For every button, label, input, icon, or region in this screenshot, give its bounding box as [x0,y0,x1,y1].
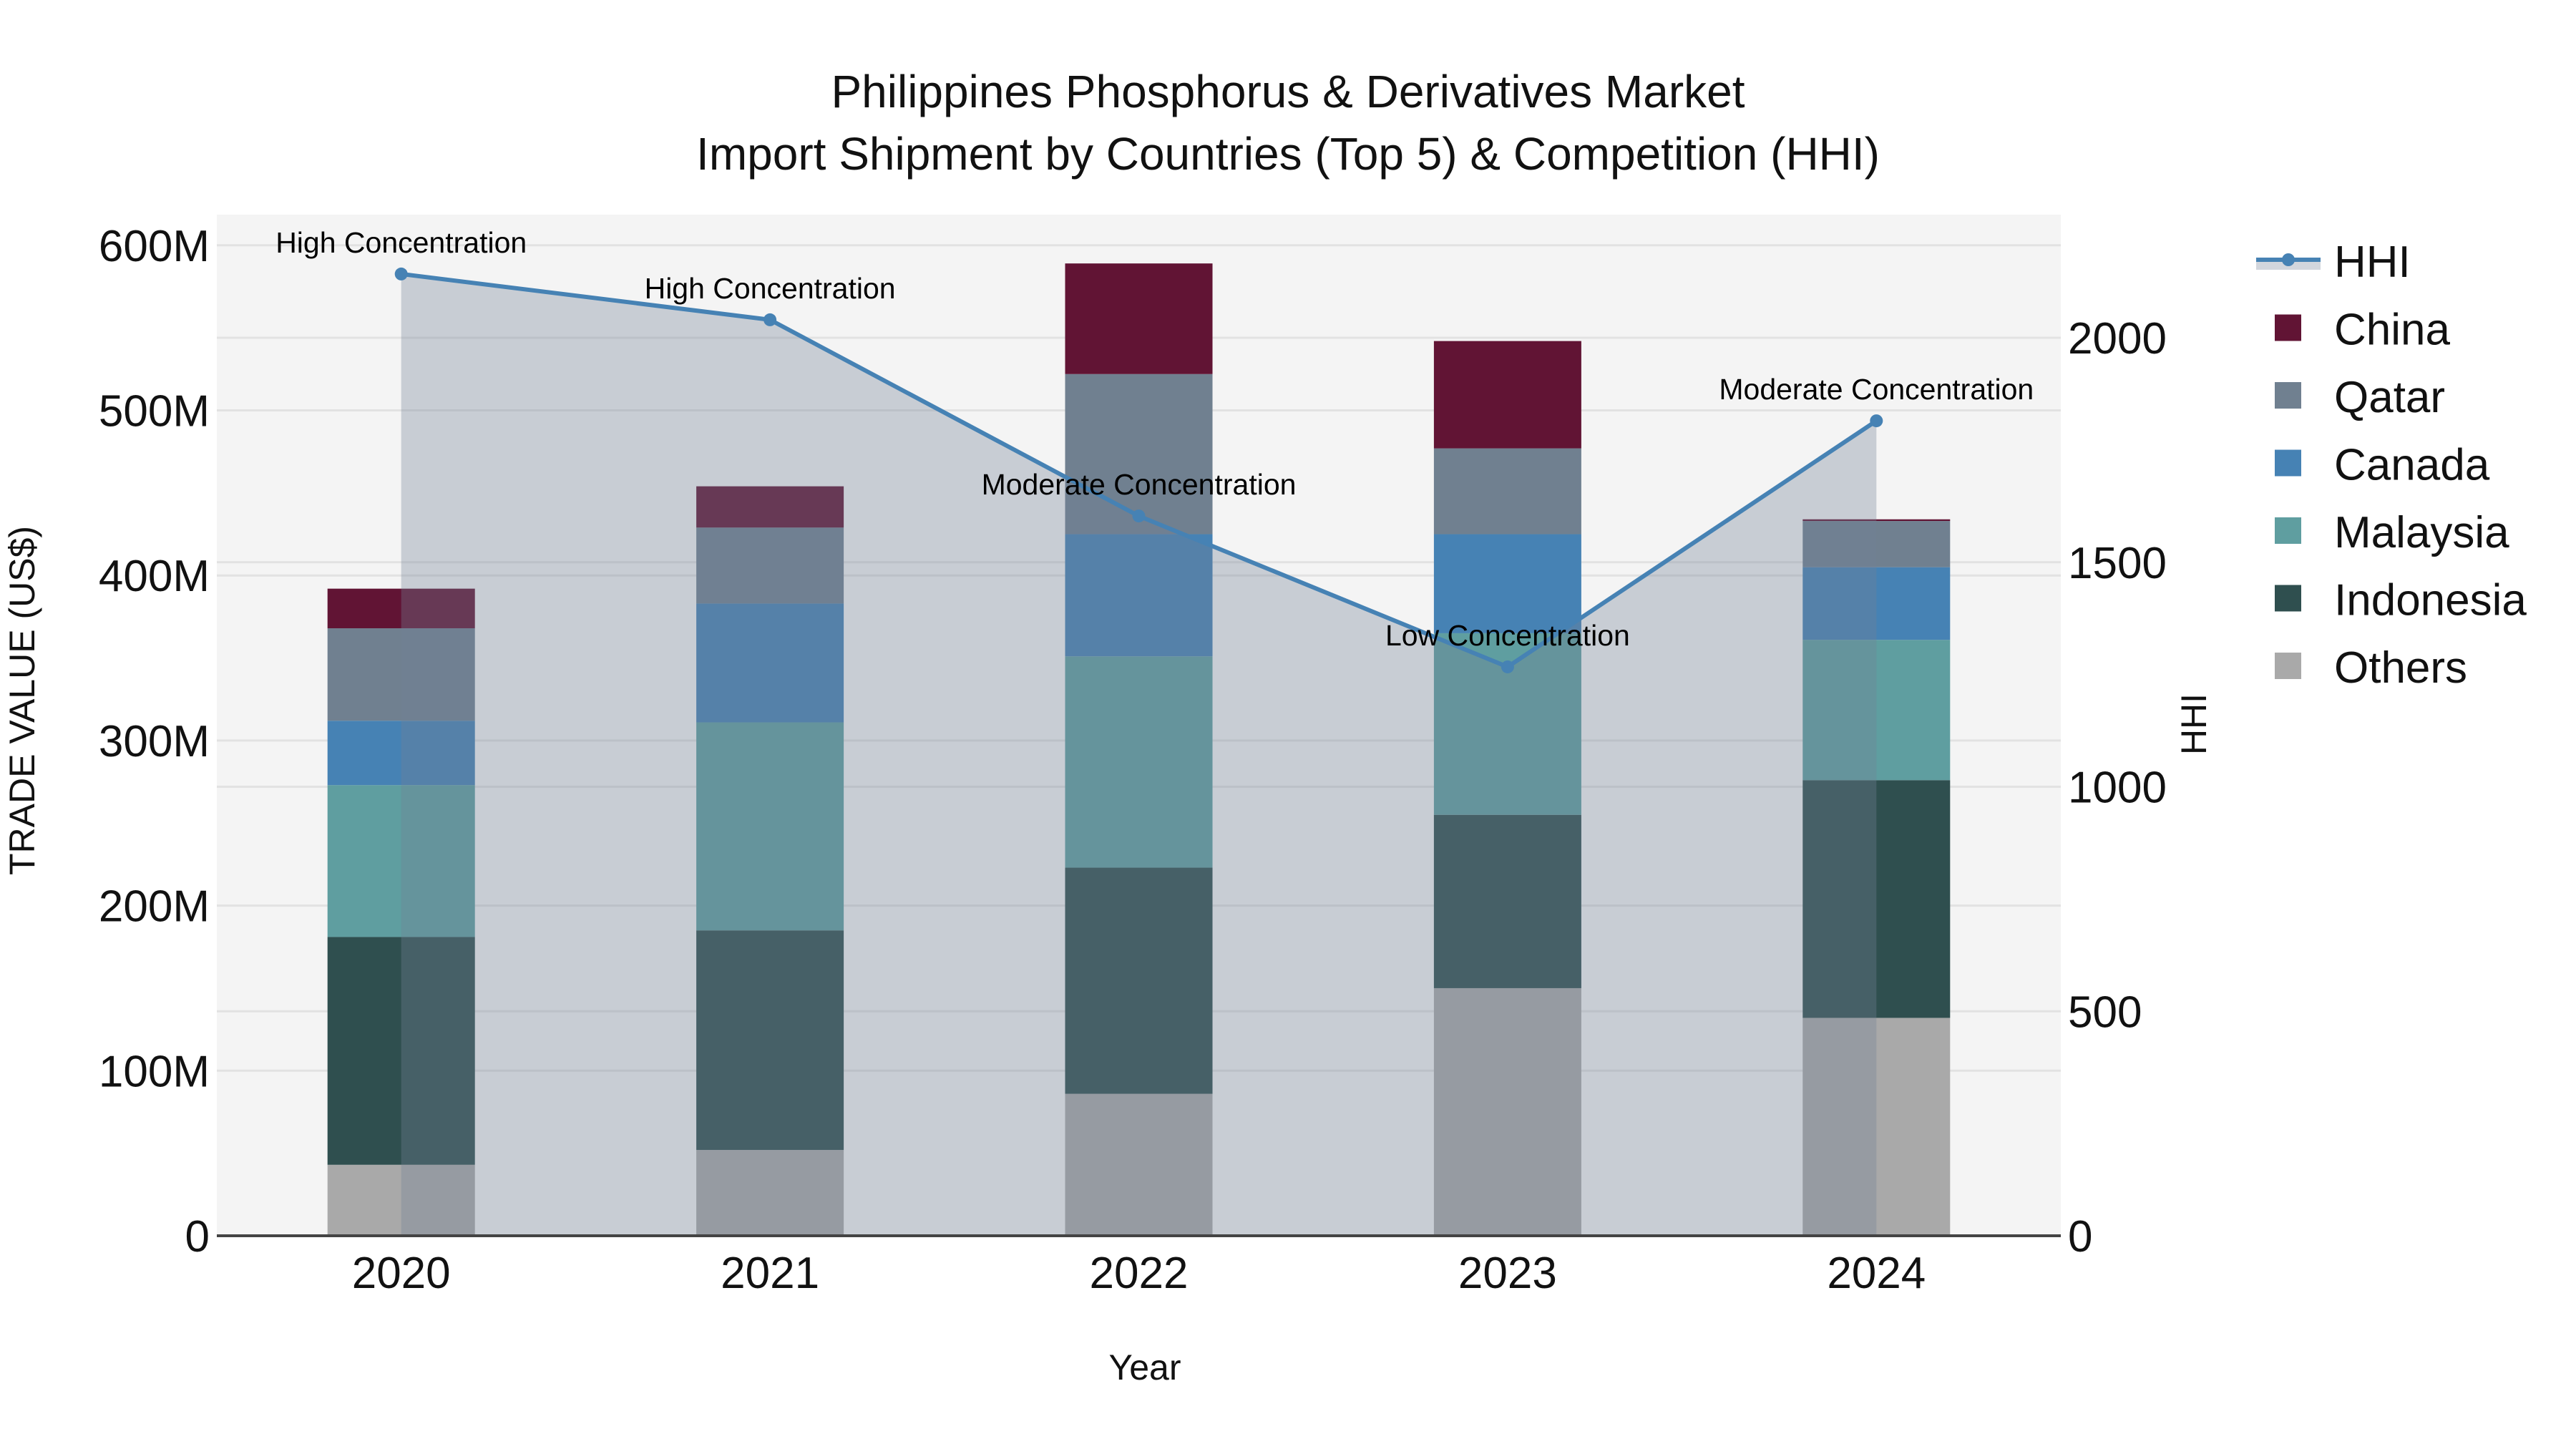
legend-item-others[interactable]: Others [2275,643,2467,693]
y-left-tick-label: 0 [185,1212,210,1262]
x-tick-label: 2020 [352,1249,451,1298]
hhi-area-fill [401,273,1877,1236]
bar-stack-2022[interactable] [1065,263,1213,1236]
bar-segment-china[interactable] [327,588,475,629]
bar-segment-china[interactable] [1065,263,1213,374]
bar-stack-2020[interactable] [327,588,475,1236]
legend-label: HHI [2334,238,2411,287]
bar-stack-2024[interactable] [1802,519,1951,1236]
legend-item-indonesia[interactable]: Indonesia [2275,576,2527,625]
bar-segment-china[interactable] [1802,519,1951,522]
legend: HHI China Qatar Canada Malaysia Indonesia Othe… [2256,238,2527,693]
bar-segment-indonesia[interactable] [1433,814,1581,988]
hhi-annotation: Low Concentration [1385,619,1630,652]
bar-segment-qatar[interactable] [1433,448,1581,535]
hhi-marker[interactable] [763,313,777,326]
bar-segment-others[interactable] [1065,1093,1213,1236]
x-tick-label: 2022 [1090,1249,1189,1298]
bar-segment-others[interactable] [696,1150,844,1236]
y-axis-right-title: HHI [2174,693,2214,755]
chart-title-line1: Philippines Phosphorus & Derivatives Mar… [831,66,1745,117]
legend-swatch-icon [2275,517,2301,544]
legend-swatch-icon [2275,314,2301,341]
bar-segment-canada[interactable] [327,721,475,786]
hhi-series: High Concentration High Concentration Mode… [275,226,2034,1236]
bar-stack-2021[interactable] [696,486,844,1236]
bar-segment-others[interactable] [1433,987,1581,1236]
x-tick-label: 2024 [1827,1249,1926,1298]
legend-item-hhi[interactable]: HHI [2256,238,2411,287]
bar-segment-indonesia[interactable] [1802,780,1951,1018]
legend-item-malaysia[interactable]: Malaysia [2275,508,2509,557]
bar-segment-others[interactable] [327,1164,475,1236]
hhi-annotations: High Concentration High Concentration Mode… [275,226,2034,652]
bar-segment-malaysia[interactable] [1802,640,1951,781]
legend-label: Indonesia [2334,576,2527,625]
bar-segment-china[interactable] [1433,341,1581,449]
y-left-tick-label: 200M [99,882,210,932]
legend-swatch-icon [2275,382,2301,409]
left-axis-ticks: 0 100M 200M 300M 400M 500M 600M [99,222,210,1262]
hhi-marker[interactable] [1501,660,1514,673]
y-right-tick-label: 2000 [2068,314,2167,364]
legend-item-qatar[interactable]: Qatar [2275,373,2445,422]
x-axis-title: Year [1108,1347,1181,1387]
legend-item-canada[interactable]: Canada [2275,441,2490,490]
legend-swatch-icon [2275,449,2301,477]
hhi-annotation: High Concentration [275,226,527,259]
legend-label: China [2334,306,2451,355]
legend-label: Canada [2334,441,2490,490]
bar-segment-china[interactable] [696,486,844,528]
legend-swatch-icon [2275,585,2301,612]
bar-segment-canada[interactable] [1065,534,1213,657]
bar-segment-canada[interactable] [1802,567,1951,640]
hhi-marker[interactable] [1132,509,1146,523]
bar-segment-qatar[interactable] [696,527,844,604]
bar-segment-others[interactable] [1802,1018,1951,1236]
right-axis-ticks: 0 500 1000 1500 2000 [2068,314,2167,1262]
bar-segment-indonesia[interactable] [1065,867,1213,1094]
y-axis-left-title: TRADE VALUE (US$) [2,526,42,875]
x-axis-ticks: 2020 2021 2022 2023 2024 [352,1249,1926,1298]
legend-label: Qatar [2334,373,2445,422]
hhi-marker[interactable] [394,267,408,280]
bar-segment-indonesia[interactable] [696,930,844,1151]
legend-label: Others [2334,643,2467,693]
stacked-bars [327,263,1951,1236]
legend-swatch-icon [2275,653,2301,679]
legend-label: Malaysia [2334,508,2509,557]
bar-segment-qatar[interactable] [1802,521,1951,567]
chart-title-line2: Import Shipment by Countries (Top 5) & C… [696,128,1880,180]
y-left-tick-label: 300M [99,717,210,766]
bar-segment-qatar[interactable] [1065,374,1213,535]
bar-segment-malaysia[interactable] [696,722,844,931]
bar-stack-2023[interactable] [1433,341,1581,1236]
y-left-tick-label: 600M [99,222,210,271]
y-left-tick-label: 500M [99,387,210,436]
bar-segment-canada[interactable] [1433,534,1581,633]
legend-marker-icon [2282,253,2295,266]
y-right-tick-label: 0 [2068,1212,2092,1262]
hhi-annotation: High Concentration [645,272,896,305]
y-right-tick-label: 500 [2068,987,2142,1037]
hhi-annotation: Moderate Concentration [982,468,1297,501]
bar-segment-qatar[interactable] [327,628,475,721]
bar-segment-malaysia[interactable] [1065,656,1213,868]
hhi-annotation: Moderate Concentration [1719,373,2034,406]
legend-item-china[interactable]: China [2275,306,2451,355]
y-right-tick-label: 1500 [2068,539,2167,588]
y-left-tick-label: 400M [99,552,210,601]
hhi-markers [394,267,1883,673]
bar-segment-malaysia[interactable] [327,785,475,937]
bar-segment-canada[interactable] [696,603,844,723]
hhi-marker[interactable] [1870,414,1883,428]
y-left-tick-label: 100M [99,1047,210,1096]
x-tick-label: 2023 [1458,1249,1557,1298]
bar-segment-indonesia[interactable] [327,937,475,1165]
y-right-tick-label: 1000 [2068,763,2167,813]
x-tick-label: 2021 [721,1249,819,1298]
